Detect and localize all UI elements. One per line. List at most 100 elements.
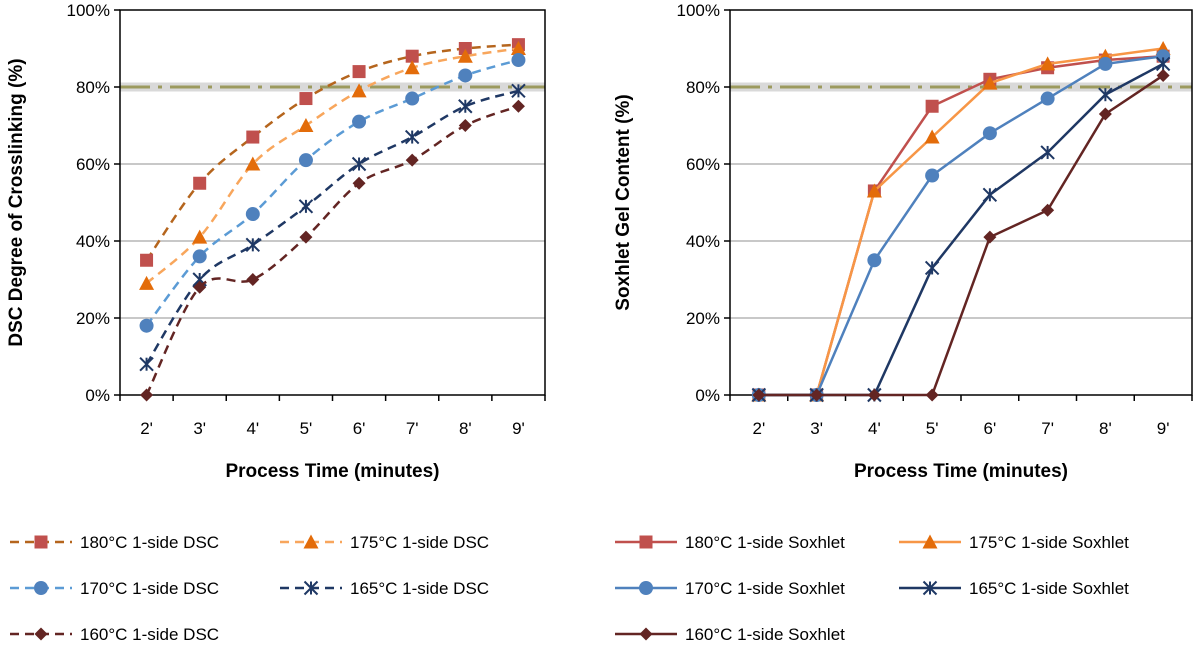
legend-label: 175°C 1-side DSC <box>350 533 489 552</box>
data-point <box>193 280 207 294</box>
x-tick-label: 7' <box>1041 419 1054 438</box>
y-tick-label: 20% <box>686 309 720 328</box>
data-point <box>982 187 998 203</box>
y-tick-label: 60% <box>76 155 110 174</box>
series-165-c-1-side-dsc <box>139 83 526 372</box>
data-point <box>1098 107 1112 121</box>
data-point <box>246 130 260 144</box>
legend-label: 160°C 1-side Soxhlet <box>685 625 845 644</box>
legend-swatch-marker <box>303 534 319 549</box>
legend-item: 170°C 1-side Soxhlet <box>615 579 845 598</box>
data-point <box>982 126 997 141</box>
legend-swatch-marker <box>34 581 48 595</box>
legend-item: 170°C 1-side DSC <box>10 579 219 598</box>
data-point <box>352 65 366 79</box>
data-point <box>299 230 313 244</box>
x-tick-label: 8' <box>459 419 472 438</box>
data-point <box>1041 203 1055 217</box>
data-point <box>867 253 882 268</box>
data-point <box>405 91 420 106</box>
legend-label: 175°C 1-side Soxhlet <box>969 533 1129 552</box>
data-point <box>298 118 314 132</box>
legend-item: 165°C 1-side Soxhlet <box>899 579 1129 598</box>
data-point <box>510 41 526 55</box>
series-170-c-1-side-dsc <box>139 53 526 333</box>
data-point <box>867 388 881 402</box>
data-point <box>193 176 207 190</box>
data-point <box>924 129 940 144</box>
data-point <box>1156 68 1170 82</box>
data-point <box>405 153 419 167</box>
data-point <box>511 83 526 99</box>
series-line <box>145 105 519 396</box>
data-point <box>139 318 154 333</box>
series-line <box>145 47 519 285</box>
data-point <box>352 114 367 129</box>
data-point <box>245 237 261 253</box>
legend-swatch-marker <box>639 627 653 641</box>
legend-item: 160°C 1-side DSC <box>10 625 219 644</box>
y-tick-label: 80% <box>686 78 720 97</box>
y-tick-label: 20% <box>76 309 110 328</box>
x-tick-label: 6' <box>353 419 366 438</box>
series-180-c-1-side-soxhlet <box>752 49 1170 402</box>
data-point <box>982 75 998 90</box>
y-tick-label: 100% <box>67 1 110 20</box>
x-axis-title: Process Time (minutes) <box>854 461 1068 482</box>
x-tick-label: 4' <box>868 419 881 438</box>
x-tick-label: 4' <box>246 419 259 438</box>
data-point <box>458 68 473 83</box>
data-point <box>351 156 367 172</box>
data-point <box>352 176 366 190</box>
legend-label: 180°C 1-side DSC <box>80 533 219 552</box>
plot-area-border <box>729 9 1193 396</box>
legend-label: 165°C 1-side DSC <box>350 579 489 598</box>
series-170-c-1-side-soxhlet <box>751 49 1171 402</box>
data-point <box>1098 87 1113 102</box>
data-point <box>458 119 472 132</box>
legend-label: 180°C 1-side Soxhlet <box>685 533 845 552</box>
data-point <box>925 388 939 402</box>
data-point <box>866 183 882 198</box>
data-point <box>511 99 525 113</box>
x-tick-label: 5' <box>300 419 313 438</box>
data-point <box>404 129 420 145</box>
data-point <box>1155 56 1171 72</box>
x-tick-label: 5' <box>926 419 939 438</box>
x-axis-title: Process Time (minutes) <box>225 461 439 482</box>
x-tick-label: 9' <box>512 419 525 438</box>
data-point <box>405 49 419 63</box>
legend-item: 180°C 1-side DSC <box>10 533 219 552</box>
data-point <box>140 253 154 267</box>
data-point <box>245 207 260 222</box>
data-point <box>298 199 314 214</box>
data-point <box>511 53 526 68</box>
dsc-chart: 0% 20% 40% 60% 80% 100% 2' 3' 4' 5' 6' 7' 8' 9' Proces… <box>6 1 546 482</box>
legend-item: 165°C 1-side DSC <box>280 579 489 598</box>
y-tick-label: 60% <box>686 155 720 174</box>
y-tick-label: 40% <box>686 232 720 251</box>
legend-item: 175°C 1-side DSC <box>280 533 489 552</box>
data-point <box>457 48 473 63</box>
dsc-legend: 180°C 1-side DSC 175°C 1-side DSC 170°C 1-… <box>10 533 489 644</box>
x-tick-label: 3' <box>193 419 206 438</box>
y-axis-title: Soxhlet Gel Content (%) <box>613 94 634 310</box>
data-point <box>139 356 154 372</box>
series-line <box>758 74 1164 397</box>
legend-swatch-marker <box>922 534 938 549</box>
data-point <box>140 388 154 402</box>
series-line <box>145 89 519 365</box>
legend-label: 165°C 1-side Soxhlet <box>969 579 1129 598</box>
legend-swatch-marker <box>639 581 653 595</box>
legend-swatch-marker <box>922 580 938 596</box>
series-180-c-1-side-dsc <box>140 38 525 267</box>
data-point <box>458 99 473 114</box>
data-point <box>245 156 261 171</box>
x-tick-label: 2' <box>140 419 153 438</box>
data-point <box>246 273 260 286</box>
series-160-c-1-side-dsc <box>140 99 525 402</box>
y-tick-label: 40% <box>76 232 110 251</box>
data-point <box>925 168 940 183</box>
series-line <box>758 54 1164 397</box>
